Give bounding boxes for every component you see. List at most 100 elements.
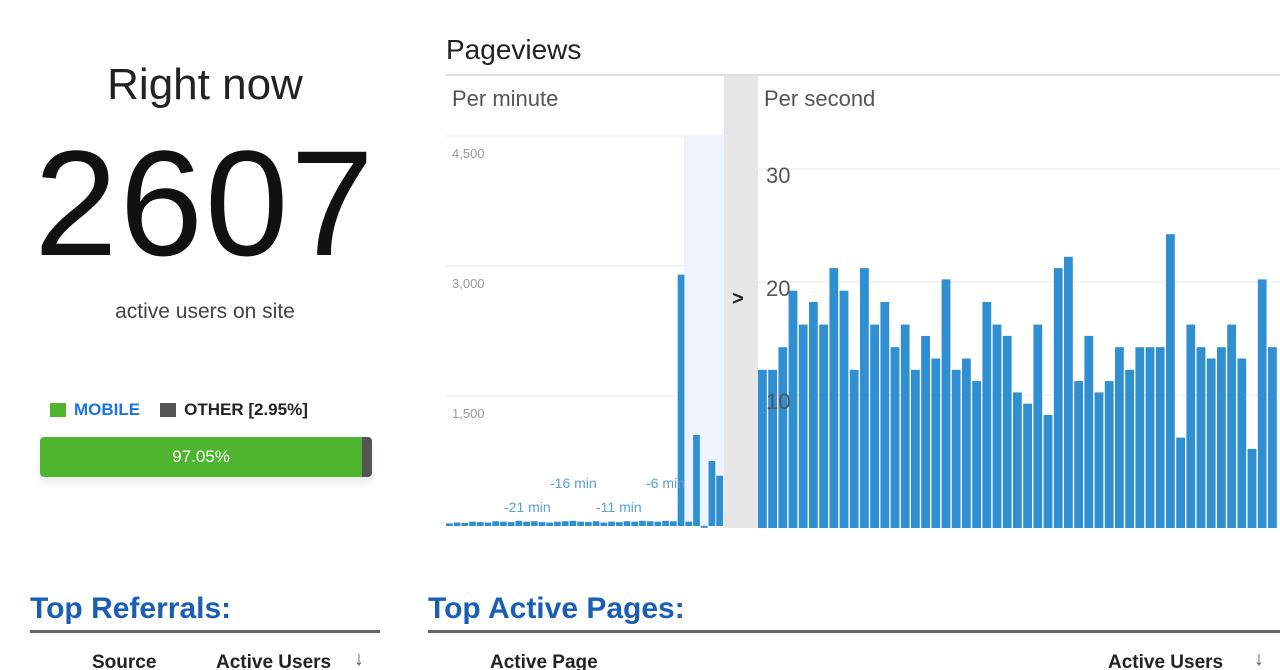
per-minute-svg: 4,500 3,000 1,500 -21 min -16 min -11 min-6 m…: [446, 135, 724, 528]
y-tick-label: 1,500: [452, 406, 485, 421]
active-users-subtitle: active users on site: [115, 300, 295, 323]
per-second-bar: [809, 302, 818, 528]
per-minute-bar: [623, 521, 631, 526]
top-referrals-title: Top Referrals:: [30, 592, 232, 625]
top-active-pages-rule: [428, 630, 1280, 633]
per-minute-bar: [507, 522, 515, 526]
active-users-count: 2607: [34, 119, 376, 287]
per-second-bar: [788, 290, 798, 528]
y-tick-label: 30: [766, 163, 790, 188]
pages-col-users[interactable]: Active Users: [1108, 652, 1224, 670]
per-minute-bar: [453, 522, 461, 526]
per-minute-bar: [577, 521, 584, 526]
per-minute-chart: 4,500 3,000 1,500 -21 min -16 min -11 min -6 m…: [446, 76, 724, 528]
per-minute-bar: [708, 461, 716, 526]
per-second-bar: [1196, 347, 1206, 528]
per-minute-bar: [608, 521, 615, 526]
per-second-bar: [1023, 403, 1032, 528]
per-second-bar: [931, 358, 941, 528]
referrals-col-source[interactable]: Source: [92, 652, 157, 670]
sort-down-icon[interactable]: ↓: [1254, 648, 1264, 670]
x-tick-label: -16 min: [550, 475, 597, 491]
per-second-bar: [870, 324, 879, 528]
top-active-pages-title: Top Active Pages:: [428, 592, 685, 625]
per-minute-bar: [554, 521, 561, 526]
per-minute-bar: [615, 522, 623, 526]
mobile-share-text: 97.05%: [172, 447, 230, 466]
per-second-bar: [1257, 279, 1267, 528]
per-second-bar: [1176, 437, 1185, 528]
other-share-segment[interactable]: [362, 437, 372, 477]
per-second-bar: [1013, 392, 1022, 528]
sort-down-icon[interactable]: ↓: [354, 648, 364, 670]
per-minute-bar: [662, 520, 669, 526]
per-minute-bar: [546, 522, 554, 526]
per-second-bar: [829, 268, 839, 528]
per-minute-bar: [646, 521, 654, 526]
per-second-bar: [941, 279, 951, 528]
per-second-bar: [1053, 268, 1063, 528]
per-second-bar: [798, 324, 808, 528]
per-second-bar: [839, 290, 849, 528]
x-tick-label: -21 min: [504, 499, 551, 515]
per-second-bar: [1064, 256, 1073, 528]
per-second-bar: [1166, 234, 1175, 528]
per-second-bar: [951, 369, 961, 528]
legend-mobile[interactable]: MOBILE: [50, 400, 140, 420]
top-referrals-rule: [30, 630, 380, 633]
per-minute-bar: [561, 521, 569, 526]
x-tick-label: -6 min: [646, 475, 685, 491]
per-minute-bar: [685, 521, 693, 526]
per-second-label: Per second: [764, 86, 876, 111]
device-share-bar: 97.05%: [40, 437, 372, 477]
per-minute-bar: [515, 520, 523, 526]
per-minute-bar: [530, 521, 538, 526]
per-second-bar: [900, 324, 910, 528]
per-second-bar: [819, 324, 828, 528]
per-second-bar: [1125, 369, 1134, 528]
per-second-bar: [849, 369, 859, 528]
per-second-bar: [778, 347, 788, 528]
per-minute-bar: [469, 521, 476, 526]
per-second-bar: [768, 369, 777, 528]
right-now-panel: Right now 2607 active users on site: [30, 60, 380, 324]
per-second-bar: [860, 268, 869, 528]
per-second-svg: 30 20 10: [758, 163, 1280, 528]
per-minute-bar: [569, 520, 577, 526]
y-tick-label: 3,000: [452, 276, 485, 291]
legend-other[interactable]: OTHER [2.95%]: [160, 400, 308, 420]
per-minute-bar: [492, 521, 500, 526]
per-minute-label: Per minute: [452, 86, 559, 111]
per-second-bar: [1115, 347, 1124, 528]
mobile-swatch: [50, 403, 66, 417]
pageviews-title: Pageviews: [446, 34, 582, 65]
referrals-col-users[interactable]: Active Users: [216, 652, 332, 670]
per-minute-bar: [631, 521, 639, 526]
mobile-share-segment[interactable]: 97.05%: [40, 437, 363, 477]
chevron-right-icon[interactable]: >: [732, 288, 744, 310]
pages-col-page[interactable]: Active Page: [490, 652, 598, 670]
per-second-bar: [880, 302, 890, 528]
y-tick-label: 4,500: [452, 146, 485, 161]
chart-toggle-strip[interactable]: >: [724, 76, 758, 528]
per-minute-bar: [677, 274, 685, 526]
per-second-bar: [1247, 448, 1257, 528]
per-minute-bar: [693, 435, 700, 526]
other-label: OTHER [2.95%]: [184, 400, 308, 419]
other-swatch: [160, 403, 177, 417]
per-minute-bar: [500, 521, 507, 526]
per-second-chart: 30 20 10 Per second: [758, 76, 1280, 528]
per-minute-bar: [476, 522, 484, 526]
per-second-bar: [962, 358, 971, 528]
per-minute-bar: [639, 520, 646, 526]
per-second-bar: [1206, 358, 1216, 528]
per-second-bar: [1145, 347, 1155, 528]
per-second-bar: [1002, 335, 1012, 528]
per-second-bar: [911, 369, 920, 528]
per-second-bar: [758, 369, 767, 528]
per-minute-bar: [538, 522, 546, 526]
per-second-bar: [1237, 358, 1247, 528]
pageviews-divider: [446, 74, 1280, 76]
per-second-bar: [1033, 324, 1043, 528]
per-second-bar: [1104, 381, 1114, 528]
